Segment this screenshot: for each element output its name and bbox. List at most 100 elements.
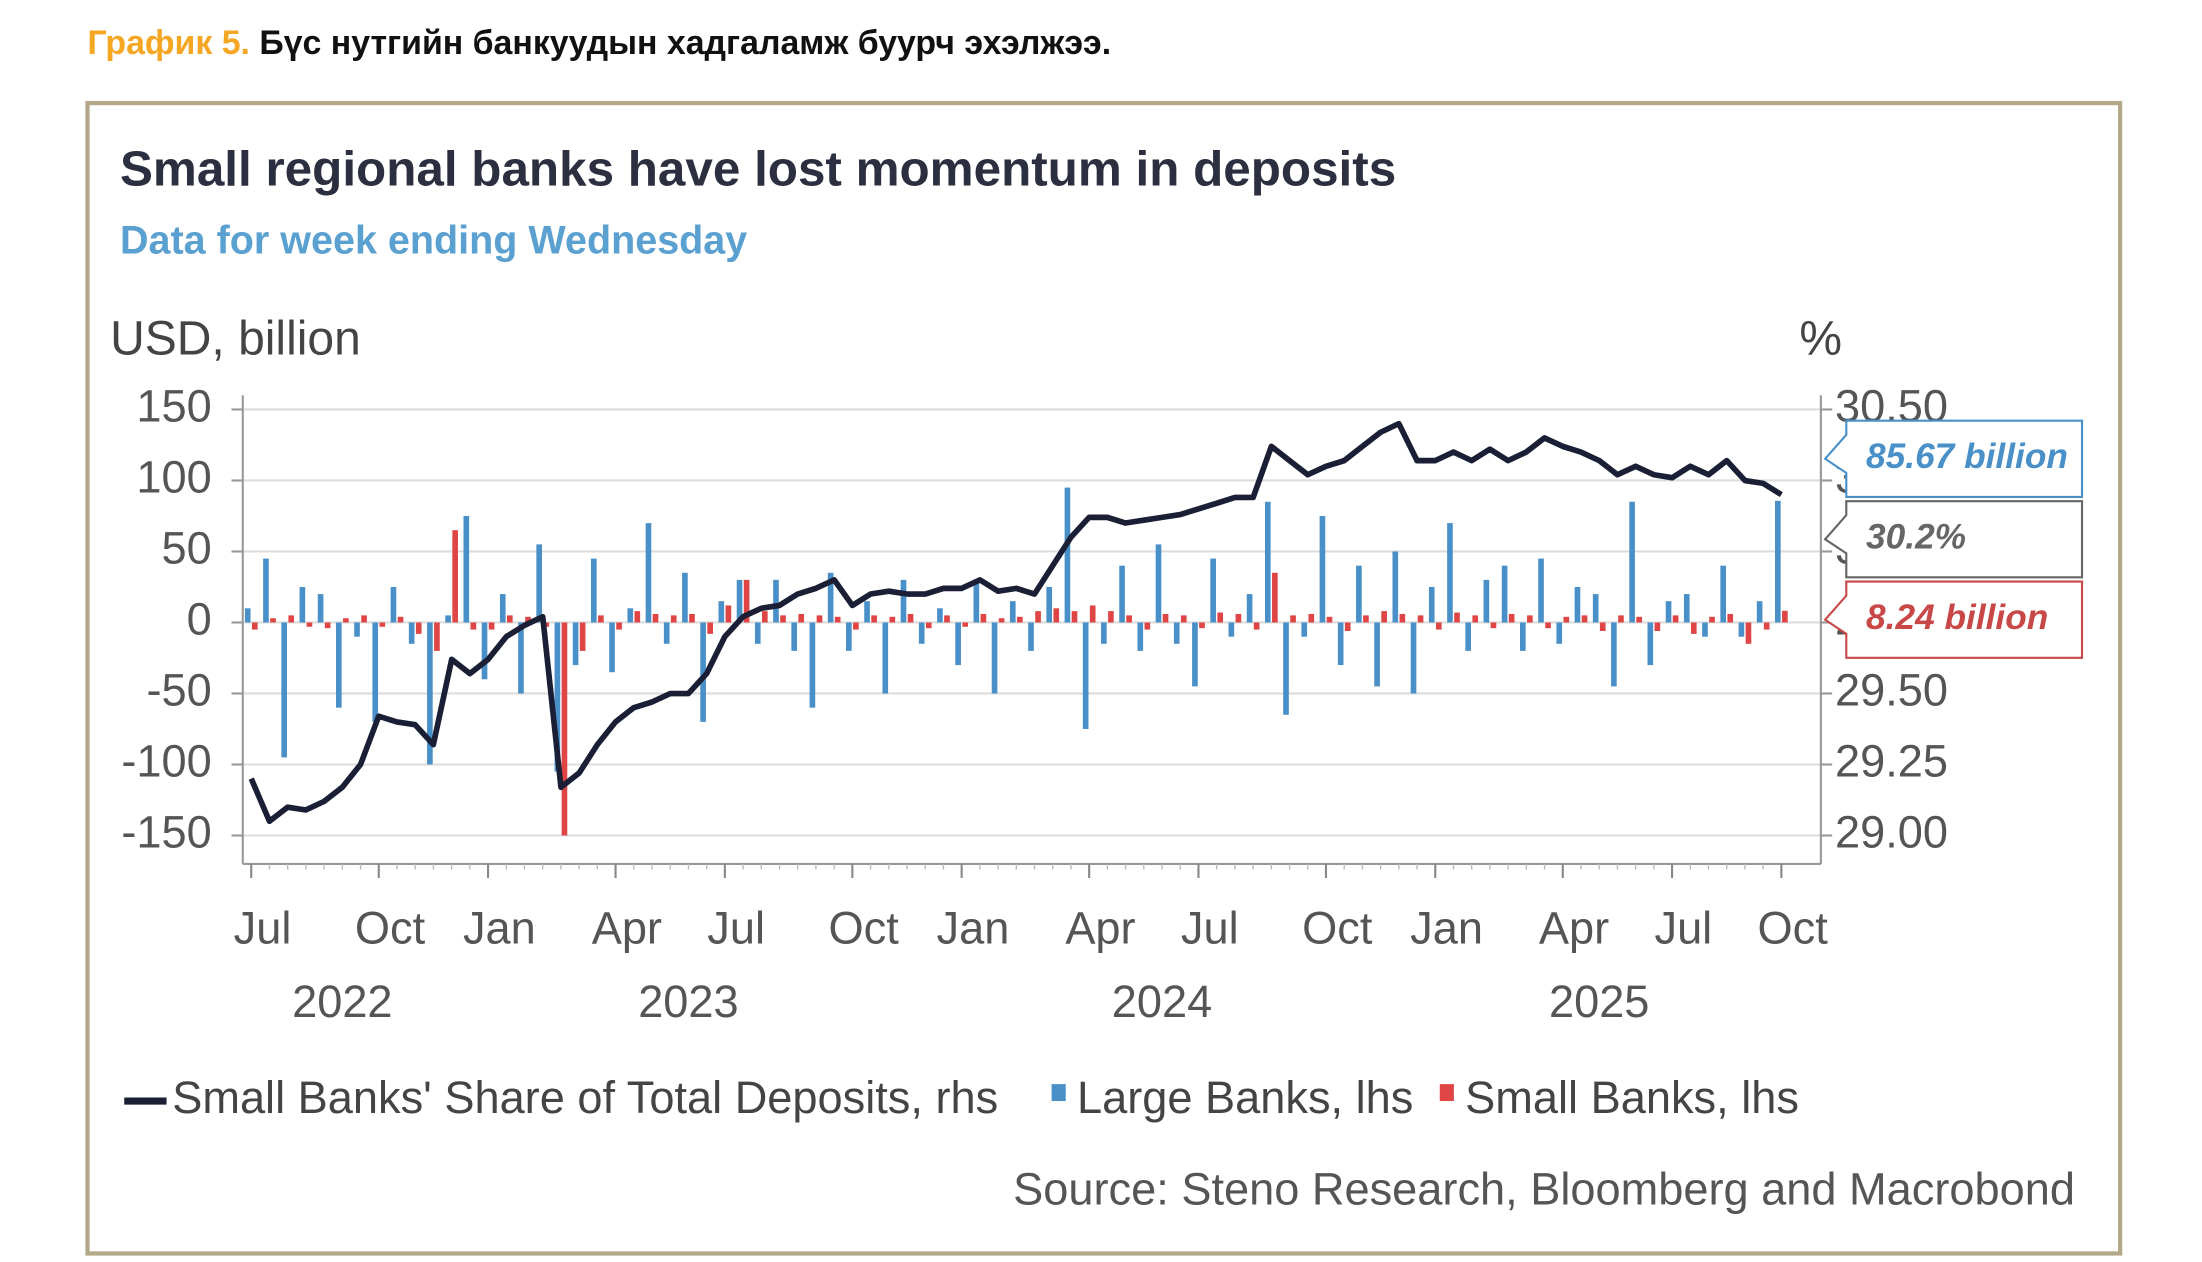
x-tick-label: Jul xyxy=(234,903,292,954)
bar xyxy=(670,615,677,623)
bar xyxy=(809,622,816,708)
bar xyxy=(579,622,586,651)
bar xyxy=(1126,615,1132,623)
legend-label: Small Banks, lhs xyxy=(1465,1072,1799,1123)
callout-label: 30.2% xyxy=(1866,518,1966,557)
bar xyxy=(889,616,896,623)
bar xyxy=(1290,615,1296,623)
bar xyxy=(379,622,386,627)
bar xyxy=(634,611,641,623)
bar xyxy=(1581,615,1588,623)
bar xyxy=(1629,501,1635,623)
bar xyxy=(718,601,725,623)
x-tick-label: Oct xyxy=(355,903,426,954)
callout-label: 8.24 billion xyxy=(1866,598,2048,637)
legend-label: Large Banks, lhs xyxy=(1077,1072,1413,1123)
bar xyxy=(1173,622,1180,644)
bar xyxy=(1046,586,1053,623)
bar xyxy=(736,579,743,623)
bar xyxy=(1611,622,1617,687)
x-tick-label: Jul xyxy=(1654,903,1712,954)
bar xyxy=(1028,622,1034,651)
bar xyxy=(1702,622,1708,637)
bar xyxy=(1501,565,1508,623)
bar xyxy=(1337,622,1344,666)
bar xyxy=(415,622,422,634)
bar xyxy=(572,622,579,666)
bar xyxy=(354,622,360,637)
bar xyxy=(452,530,458,623)
x-year-label: 2022 xyxy=(292,976,392,1027)
bar xyxy=(251,622,258,630)
bar xyxy=(955,622,961,666)
bar xyxy=(288,615,295,623)
y-tick-label: -100 xyxy=(121,735,211,786)
bar xyxy=(1545,622,1551,629)
bar xyxy=(281,622,287,758)
bar xyxy=(1308,613,1315,623)
y2-tick-label: 29.25 xyxy=(1835,735,1948,786)
bar xyxy=(1775,500,1781,623)
callout-box xyxy=(1823,419,2084,498)
x-year-label: 2025 xyxy=(1549,976,1649,1027)
bar xyxy=(1417,615,1424,623)
bar xyxy=(725,605,732,623)
bar xyxy=(1690,622,1697,634)
bar xyxy=(598,615,604,623)
bar xyxy=(470,622,477,630)
bar xyxy=(1264,501,1271,623)
bar xyxy=(1454,612,1460,623)
y-tick-label: 0 xyxy=(187,593,212,644)
bar xyxy=(1556,622,1563,644)
bar xyxy=(1519,622,1526,651)
bar xyxy=(1428,586,1435,623)
x-tick-label: Oct xyxy=(1302,903,1373,954)
bar xyxy=(1738,622,1745,637)
bar xyxy=(1119,565,1125,623)
x-tick-label: Apr xyxy=(1539,903,1609,954)
bar xyxy=(1009,601,1016,623)
bar xyxy=(663,622,670,644)
bar xyxy=(1162,613,1169,623)
bar xyxy=(1217,612,1224,623)
bar xyxy=(1071,611,1078,623)
bar xyxy=(627,608,634,623)
bar xyxy=(463,515,470,623)
bar xyxy=(1435,622,1442,630)
bar xyxy=(1745,622,1752,644)
bar xyxy=(1155,544,1162,623)
bar xyxy=(1483,579,1490,623)
bar xyxy=(506,615,513,623)
bar xyxy=(1246,594,1253,623)
bar xyxy=(652,613,659,623)
bar xyxy=(1599,622,1606,632)
bar xyxy=(1180,615,1187,623)
header-title: Бүс нутгийн банкуудын хадгаламж буурч эх… xyxy=(250,24,1111,62)
bar xyxy=(1101,622,1107,644)
bar xyxy=(499,594,506,623)
bar xyxy=(962,622,969,627)
y-axis-label: USD, billion xyxy=(110,312,361,365)
bar xyxy=(827,572,834,623)
bar xyxy=(700,622,706,722)
bar xyxy=(390,586,397,623)
y-tick-label: -50 xyxy=(146,664,211,715)
bar xyxy=(1392,551,1399,623)
y-tick-label: 50 xyxy=(161,522,211,573)
x-tick-label: Oct xyxy=(829,903,900,954)
bar xyxy=(1665,601,1672,623)
bar xyxy=(1344,622,1351,632)
x-tick-label: Jul xyxy=(1181,903,1239,954)
bar xyxy=(561,622,568,836)
bar xyxy=(488,622,495,630)
bar xyxy=(1636,616,1642,623)
bar xyxy=(609,622,615,673)
x-year-label: 2023 xyxy=(638,976,738,1027)
bar xyxy=(846,622,852,651)
bar xyxy=(1618,615,1624,623)
chart-title: Small regional banks have lost momentum … xyxy=(120,141,1396,196)
bar xyxy=(445,615,451,623)
bar xyxy=(1782,610,1788,623)
